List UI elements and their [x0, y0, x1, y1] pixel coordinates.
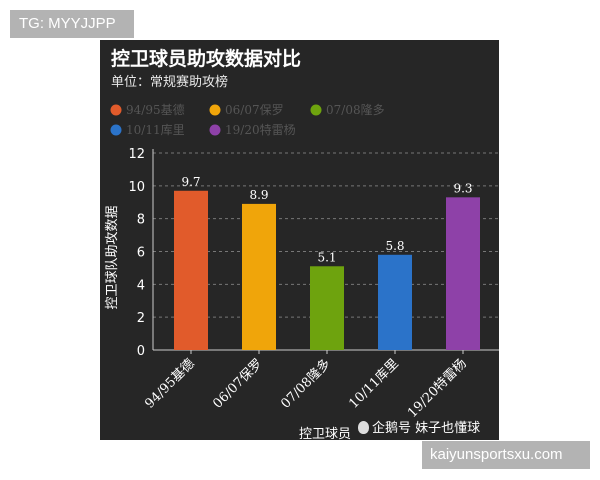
y-tick-label: 8: [137, 213, 145, 228]
y-tick-label: 10: [128, 180, 145, 195]
legend-label: 94/95基德: [126, 102, 185, 117]
legend-label: 19/20特雷杨: [225, 122, 296, 137]
x-axis-title: 控卫球员: [299, 427, 351, 440]
penguin-icon: [358, 421, 369, 434]
x-tick-label: 10/11库里: [346, 356, 402, 412]
chart-subtitle: 单位：常规赛助攻榜: [111, 75, 229, 90]
x-tick-label: 07/08隆多: [278, 356, 334, 412]
x-tick-label: 06/07保罗: [210, 356, 265, 411]
legend-label: 10/11库里: [126, 122, 185, 137]
bar-value-label: 5.1: [317, 250, 336, 264]
y-tick-label: 4: [137, 278, 145, 293]
bar: [310, 266, 344, 350]
x-tick-label: 94/95基德: [142, 356, 197, 411]
legend-swatch: [310, 104, 322, 116]
chart-title: 控卫球员助攻数据对比: [111, 48, 302, 70]
watermark: 企鹅号 妹子也懂球: [358, 417, 480, 436]
y-tick-label: 12: [128, 147, 145, 162]
y-axis-title: 控卫球队助攻数据: [105, 205, 120, 309]
legend-swatch: [110, 124, 122, 136]
legend-swatch: [209, 104, 221, 116]
y-tick-label: 0: [137, 344, 145, 359]
bar: [378, 254, 412, 350]
y-tick-label: 2: [137, 311, 145, 326]
bar: [446, 197, 480, 350]
x-tick-label: 19/20特雷杨: [405, 356, 470, 421]
bar-value-label: 9.7: [181, 175, 200, 189]
bar-value-label: 9.3: [453, 181, 472, 195]
legend-swatch: [110, 104, 122, 116]
bar-value-label: 5.8: [385, 239, 404, 253]
bar-value-label: 8.9: [249, 188, 268, 202]
legend-label: 07/08隆多: [326, 102, 385, 117]
bar: [242, 203, 276, 350]
y-tick-label: 6: [137, 246, 145, 261]
chart-panel: 控卫球员助攻数据对比 单位：常规赛助攻榜 94/95基德 06/07保罗 07/08…: [100, 40, 499, 440]
legend-swatch: [209, 124, 221, 136]
legend-label: 06/07保罗: [225, 103, 284, 117]
site-tag: kaiyunsportsxu.com: [422, 441, 590, 469]
bar: [174, 190, 208, 350]
watermark-text: 企鹅号 妹子也懂球: [372, 421, 481, 436]
source-tag: TG: MYYJJPP: [10, 10, 134, 38]
